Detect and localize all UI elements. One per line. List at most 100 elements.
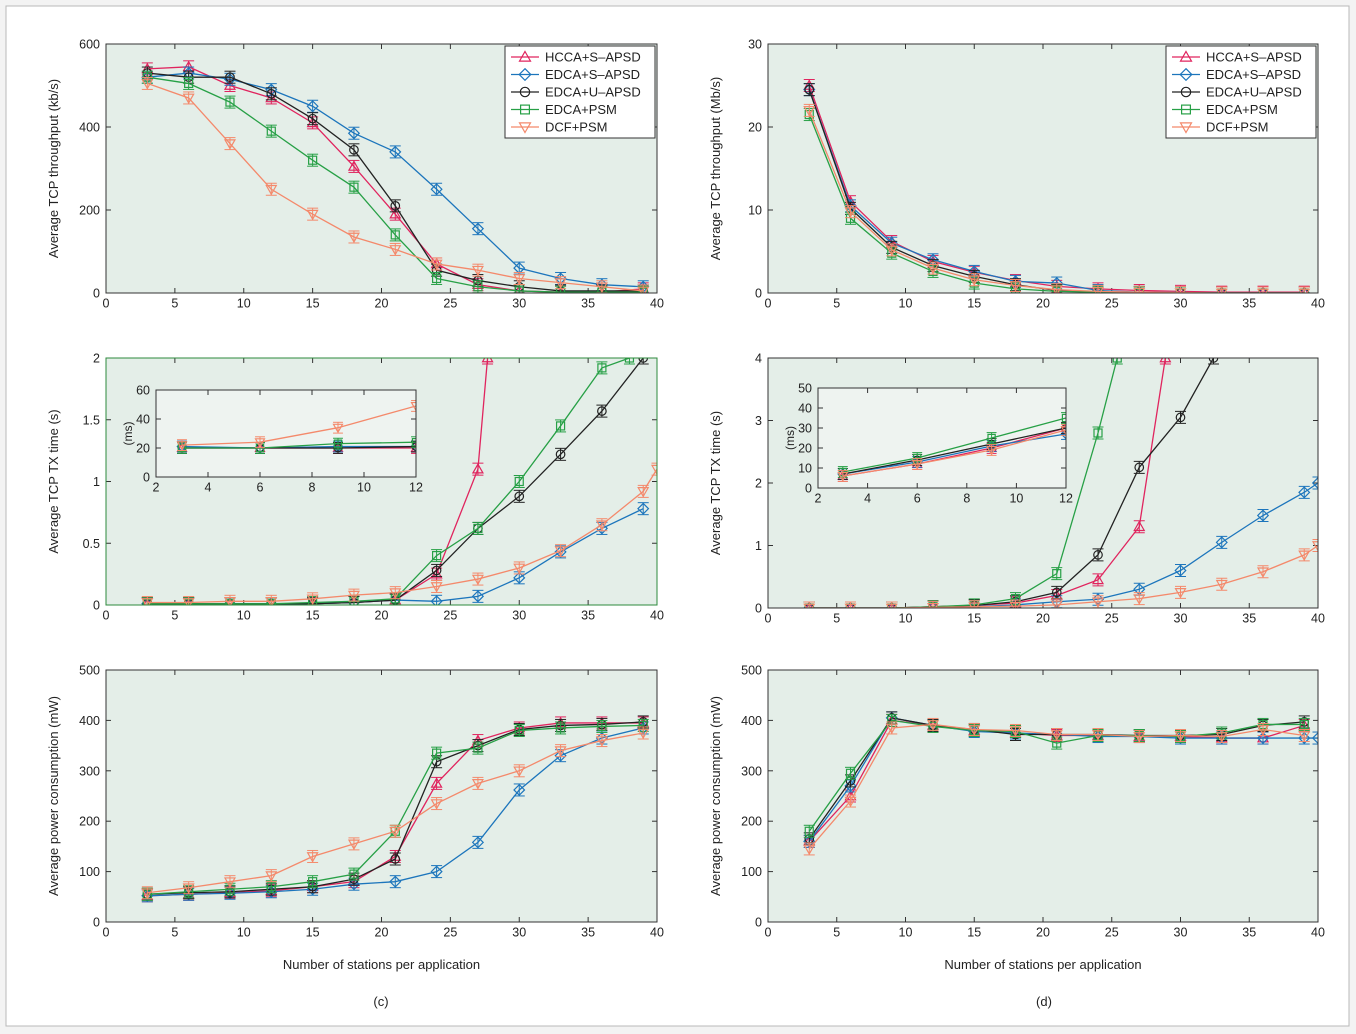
data-point-dcf-psm	[182, 883, 195, 894]
y-tick-label: 40	[798, 402, 812, 416]
data-point-dcf-psm	[141, 79, 154, 90]
y-tick-label: 200	[79, 204, 100, 218]
data-point-edca-s-apsd	[430, 595, 443, 605]
data-point-edca-s-apsd	[1256, 731, 1270, 745]
x-tick-label: 40	[1311, 926, 1325, 940]
data-point-edca-psm	[266, 126, 276, 136]
y-tick-label: 20	[748, 121, 762, 135]
data-point-dcf-psm	[911, 460, 923, 470]
data-point-edca-psm	[597, 363, 607, 373]
data-point-edca-s-apsd	[389, 875, 402, 888]
x-tick-label: 6	[257, 481, 264, 495]
series-line-dcf-psm	[842, 429, 1066, 477]
data-point-edca-u-apsd	[307, 113, 318, 124]
data-point-hcca-s-apsd	[1159, 358, 1172, 363]
y-axis-label: Average power consumption (mW)	[708, 696, 723, 896]
data-point-dcf-psm	[844, 796, 857, 808]
inset-y-axis-label: (ms)	[783, 426, 797, 450]
plot-frame	[767, 669, 1319, 923]
x-tick-label: 12	[1059, 492, 1073, 506]
data-point-edca-psm	[555, 421, 566, 431]
x-tick-label: 15	[306, 297, 320, 311]
data-point-edca-psm	[1299, 719, 1309, 730]
data-point-edca-u-apsd	[1134, 462, 1145, 473]
data-point-dcf-psm	[1133, 594, 1146, 605]
data-point-edca-u-apsd	[1208, 358, 1219, 363]
data-point-hcca-s-apsd	[471, 462, 484, 474]
data-point-dcf-psm	[803, 844, 816, 856]
legend-label: EDCA+PSM	[1206, 102, 1278, 117]
data-point-edca-u-apsd	[1093, 550, 1103, 560]
y-tick-label: 0	[755, 916, 762, 930]
x-tick-label: 40	[1311, 612, 1325, 626]
data-point-hcca-s-apsd	[481, 358, 494, 363]
data-point-dcf-psm	[347, 839, 360, 851]
x-tick-label: 15	[967, 926, 981, 940]
data-point-dcf-psm	[430, 259, 443, 271]
plot-frame	[105, 669, 658, 923]
data-point-dcf-psm	[554, 278, 567, 289]
data-point-edca-u-apsd	[1175, 412, 1186, 423]
x-tick-label: 30	[512, 926, 526, 940]
x-tick-label: 40	[1311, 297, 1325, 311]
data-point-dcf-psm	[554, 746, 567, 757]
x-tick-label: 5	[171, 609, 178, 623]
legend-marker-edca-s-apsd	[518, 67, 532, 82]
data-point-dcf-psm	[306, 594, 319, 605]
data-point-edca-psm	[432, 748, 442, 758]
y-tick-label: 500	[79, 664, 100, 678]
y-tick-label: 400	[79, 714, 100, 728]
data-point-edca-s-apsd	[471, 590, 485, 603]
legend-label: EDCA+U–APSD	[1206, 85, 1302, 100]
data-point-dcf-psm	[926, 720, 940, 731]
data-point-dcf-psm	[1009, 726, 1022, 737]
data-point-edca-s-apsd	[1298, 731, 1311, 745]
legend-label: DCF+PSM	[1206, 120, 1268, 135]
x-tick-label: 8	[963, 492, 970, 506]
series-group	[176, 400, 416, 454]
y-tick-label: 600	[79, 38, 100, 52]
data-point-hcca-s-apsd	[1091, 573, 1105, 585]
data-point-dcf-psm	[637, 728, 650, 740]
data-point-dcf-psm	[176, 441, 188, 451]
data-point-edca-psm	[514, 286, 524, 293]
y-tick-label: 1	[755, 539, 762, 553]
x-tick-label: 10	[899, 612, 913, 626]
x-tick-label: 35	[581, 297, 595, 311]
x-tick-label: 20	[1036, 612, 1050, 626]
x-tick-label: 8	[309, 481, 316, 495]
data-point-dcf-psm	[513, 563, 526, 575]
y-tick-label: 0	[805, 482, 812, 496]
data-point-edca-s-apsd	[513, 571, 526, 584]
data-point-edca-psm	[473, 523, 483, 534]
data-point-dcf-psm	[637, 487, 650, 498]
data-point-edca-psm	[349, 869, 359, 879]
data-point-edca-psm	[308, 877, 318, 887]
data-point-edca-u-apsd	[266, 88, 277, 99]
data-point-hcca-s-apsd	[347, 160, 360, 171]
x-tick-label: 12	[409, 481, 423, 495]
x-tick-label: 2	[153, 481, 160, 495]
x-tick-label: 40	[650, 609, 664, 623]
data-point-dcf-psm	[1298, 550, 1311, 562]
x-tick-label: 0	[103, 926, 110, 940]
legend-label: HCCA+S–APSD	[1206, 50, 1302, 65]
data-point-edca-u-apsd	[597, 406, 607, 416]
data-point-edca-s-apsd	[1311, 731, 1318, 745]
x-tick-label: 5	[833, 612, 840, 626]
data-point-dcf-psm	[595, 282, 608, 293]
data-point-dcf-psm	[332, 423, 344, 434]
x-tick-label: 20	[375, 609, 389, 623]
chart-d-power: 0 5 10 15 20 25 30 35 400100200300400500Average …	[708, 664, 1325, 973]
data-point-hcca-s-apsd	[1060, 422, 1066, 432]
data-point-edca-u-apsd	[514, 491, 525, 502]
y-tick-label: 0	[93, 287, 100, 301]
x-tick-label: 20	[375, 926, 389, 940]
y-tick-label: 0.5	[83, 537, 100, 551]
data-point-edca-psm	[308, 155, 318, 165]
data-point-dcf-psm	[637, 286, 650, 293]
data-point-edca-s-apsd	[347, 127, 361, 140]
data-point-edca-s-apsd	[1298, 486, 1311, 499]
data-point-edca-s-apsd	[306, 100, 319, 113]
